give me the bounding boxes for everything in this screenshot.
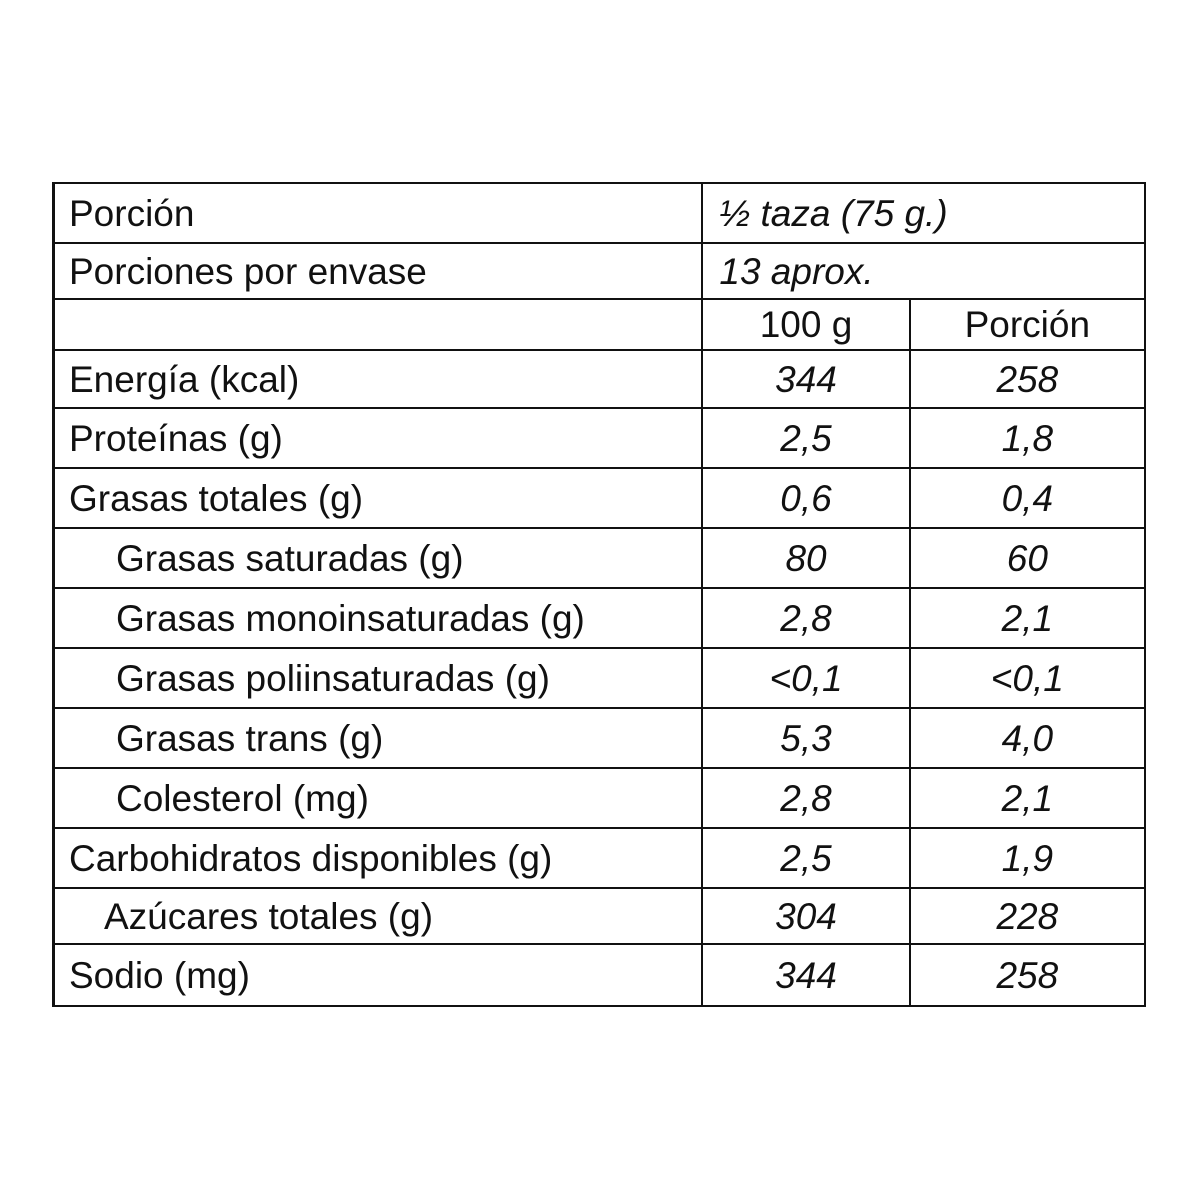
- nutrition-facts-table: Porción ½ taza (75 g.) Porciones por env…: [52, 182, 1147, 1007]
- nutrient-value-100g: 304: [701, 887, 911, 945]
- nutrient-value-portion: 60: [908, 527, 1147, 589]
- nutrient-value-100g: 5,3: [701, 707, 911, 769]
- nutrient-value-portion: <0,1: [908, 647, 1147, 709]
- portion-row: Porción ½ taza (75 g.): [52, 182, 1146, 244]
- nutrient-value-portion: 1,8: [908, 407, 1147, 469]
- nutrient-name: Azúcares totales (g): [52, 887, 704, 945]
- nutrient-value-100g: 0,6: [701, 467, 911, 529]
- nutrient-value-portion: 0,4: [908, 467, 1147, 529]
- column-header-row: 100 g Porción: [52, 298, 1147, 351]
- nutrient-row-cholesterol: Colesterol (mg) 2,8 2,1: [52, 767, 1147, 829]
- nutrient-row-trans-fat: Grasas trans (g) 5,3 4,0: [52, 707, 1147, 769]
- nutrient-row-polyunsaturated-fat: Grasas poliinsaturadas (g) <0,1 <0,1: [52, 647, 1147, 709]
- nutrient-name: Grasas totales (g): [52, 467, 704, 529]
- column-header-portion: Porción: [908, 298, 1147, 351]
- nutrient-name: Proteínas (g): [52, 407, 704, 469]
- servings-value: 13 aprox.: [701, 242, 1146, 300]
- nutrient-row-carbohydrates: Carbohidratos disponibles (g) 2,5 1,9: [52, 827, 1147, 889]
- nutrient-name: Grasas saturadas (g): [52, 527, 704, 589]
- servings-label: Porciones por envase: [52, 242, 704, 300]
- nutrient-row-protein: Proteínas (g) 2,5 1,8: [52, 407, 1147, 469]
- nutrient-value-portion: 258: [908, 943, 1147, 1007]
- nutrient-name: Grasas trans (g): [52, 707, 704, 769]
- nutrient-value-portion: 4,0: [908, 707, 1147, 769]
- column-header-100g: 100 g: [701, 298, 911, 351]
- nutrient-row-sodium: Sodio (mg) 344 258: [52, 943, 1147, 1007]
- nutrient-name: Grasas monoinsaturadas (g): [52, 587, 704, 649]
- nutrient-row-total-sugars: Azúcares totales (g) 304 228: [52, 887, 1147, 945]
- nutrient-name: Energía (kcal): [52, 349, 704, 409]
- servings-row: Porciones por envase 13 aprox.: [52, 242, 1146, 300]
- nutrient-name: Grasas poliinsaturadas (g): [52, 647, 704, 709]
- nutrient-value-portion: 258: [908, 349, 1147, 409]
- nutrient-value-portion: 228: [908, 887, 1147, 945]
- nutrient-value-portion: 1,9: [908, 827, 1147, 889]
- nutrient-row-total-fat: Grasas totales (g) 0,6 0,4: [52, 467, 1147, 529]
- column-header-blank: [52, 298, 704, 351]
- nutrient-name: Sodio (mg): [52, 943, 704, 1007]
- nutrient-value-100g: 2,8: [701, 767, 911, 829]
- portion-label: Porción: [52, 182, 704, 244]
- nutrient-value-100g: 2,5: [701, 407, 911, 469]
- nutrient-row-energy: Energía (kcal) 344 258: [52, 349, 1147, 409]
- portion-value: ½ taza (75 g.): [701, 182, 1146, 244]
- nutrient-value-portion: 2,1: [908, 587, 1147, 649]
- nutrient-name: Carbohidratos disponibles (g): [52, 827, 704, 889]
- nutrient-value-100g: 80: [701, 527, 911, 589]
- nutrient-value-portion: 2,1: [908, 767, 1147, 829]
- nutrient-row-monounsaturated-fat: Grasas monoinsaturadas (g) 2,8 2,1: [52, 587, 1147, 649]
- nutrient-value-100g: 2,5: [701, 827, 911, 889]
- nutrient-value-100g: 2,8: [701, 587, 911, 649]
- nutrient-row-saturated-fat: Grasas saturadas (g) 80 60: [52, 527, 1147, 589]
- nutrient-value-100g: 344: [701, 943, 911, 1007]
- nutrient-value-100g: 344: [701, 349, 911, 409]
- nutrient-value-100g: <0,1: [701, 647, 911, 709]
- nutrient-name: Colesterol (mg): [52, 767, 704, 829]
